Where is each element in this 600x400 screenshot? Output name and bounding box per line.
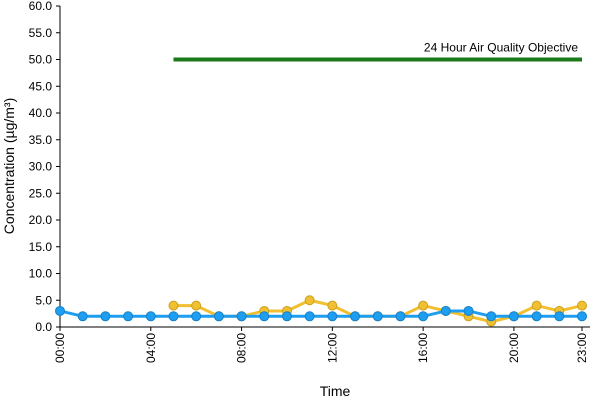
point: [350, 311, 361, 322]
point: [508, 311, 519, 322]
y-tick-label: 50.0: [29, 53, 53, 67]
x-tick-label: 20:00: [507, 333, 521, 363]
x-tick-label: 16:00: [416, 333, 430, 363]
y-tick-label: 5.0: [35, 293, 52, 307]
series-line: [59, 309, 582, 318]
point: [531, 311, 542, 322]
x-tick-label: 12:00: [325, 333, 339, 363]
point: [327, 300, 338, 311]
y-tick-label: 55.0: [29, 26, 53, 40]
x-tick-label: 04:00: [144, 333, 158, 363]
series-label: 24 Hour Air Quality Objective: [424, 41, 578, 55]
point: [486, 311, 497, 322]
y-tick-label: 35.0: [29, 133, 53, 147]
point: [531, 300, 542, 311]
point: [304, 295, 315, 306]
point: [55, 305, 65, 316]
point: [463, 305, 474, 316]
x-tick-label: 23:00: [575, 333, 589, 363]
point: [418, 300, 429, 311]
y-tick-label: 25.0: [29, 186, 53, 200]
point: [145, 311, 156, 322]
point: [77, 311, 88, 322]
point: [554, 311, 565, 322]
point: [168, 300, 179, 311]
point: [440, 305, 451, 316]
point: [577, 300, 587, 311]
point: [395, 311, 406, 322]
point: [123, 311, 134, 322]
y-tick-label: 15.0: [29, 240, 53, 254]
y-axis-title: Concentration (µg/m³): [1, 98, 17, 234]
y-tick-label: 20.0: [29, 213, 53, 227]
point: [168, 311, 179, 322]
x-tick-label: 00:00: [53, 333, 67, 363]
point: [191, 311, 202, 322]
point: [281, 311, 292, 322]
y-tick-label: 0.0: [35, 320, 52, 334]
point: [304, 311, 315, 322]
y-tick-label: 45.0: [29, 79, 53, 93]
point: [213, 311, 224, 322]
point: [259, 311, 270, 322]
point: [100, 311, 111, 322]
x-tick-label: 08:00: [235, 333, 249, 363]
point: [191, 300, 202, 311]
point: [236, 311, 247, 322]
y-tick-label: 60.0: [29, 0, 53, 13]
x-axis-title: Time: [320, 383, 351, 399]
point: [577, 311, 587, 322]
y-tick-label: 40.0: [29, 106, 53, 120]
point: [327, 311, 338, 322]
point: [418, 311, 429, 322]
point: [372, 311, 383, 322]
y-tick-label: 30.0: [29, 160, 53, 174]
y-tick-label: 10.0: [29, 267, 53, 281]
